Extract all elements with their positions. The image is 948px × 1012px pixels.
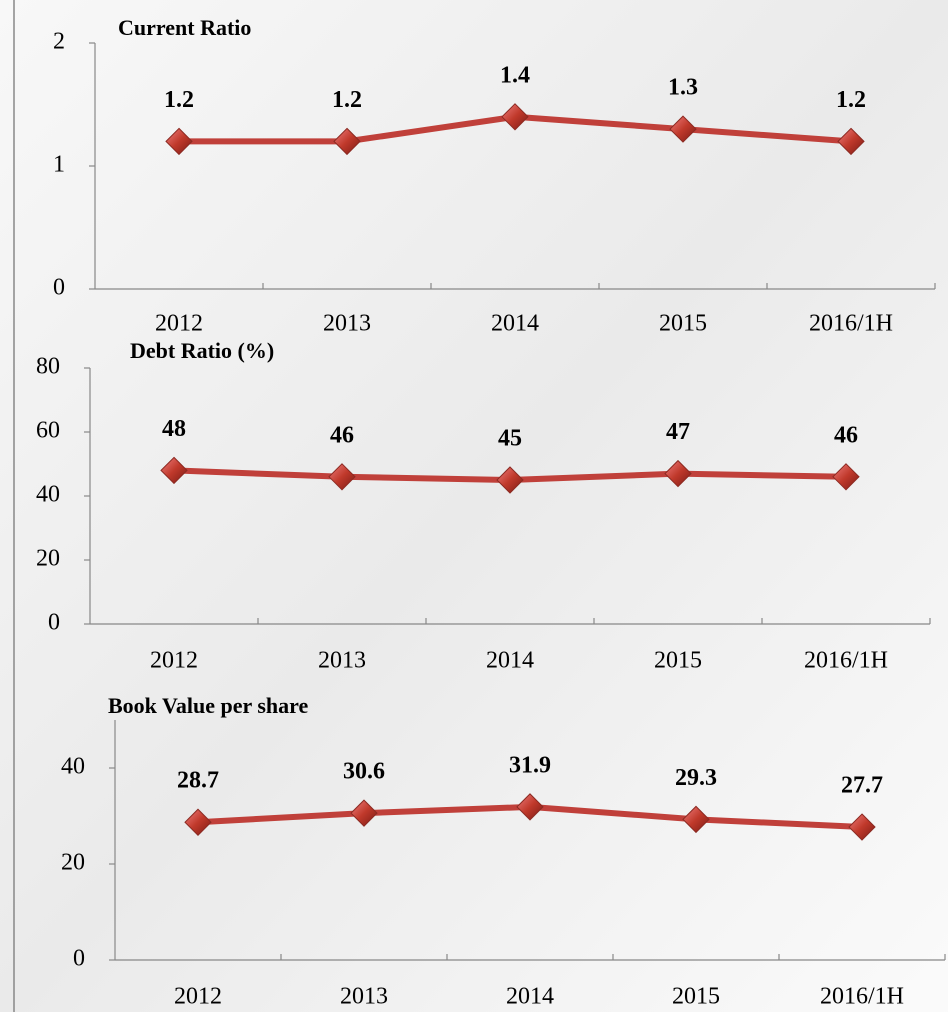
point <box>350 799 378 827</box>
data-label: 1.2 <box>164 87 194 113</box>
x-tick-label: 2013 <box>318 648 366 674</box>
data-label: 30.6 <box>343 759 385 785</box>
point <box>837 127 865 156</box>
x-tick-label: 2016/1H <box>809 311 893 337</box>
data-label: 1.2 <box>332 87 362 113</box>
point <box>848 813 876 841</box>
point <box>328 463 356 491</box>
chart-title: Debt Ratio (%) <box>130 338 274 363</box>
x-tick-label: 2015 <box>672 984 720 1010</box>
point <box>832 463 860 491</box>
x-tick-label: 2012 <box>155 311 203 337</box>
point <box>664 459 692 488</box>
point <box>501 103 529 131</box>
point <box>669 115 697 143</box>
x-tick-label: 2014 <box>506 984 554 1010</box>
y-tick-label: 80 <box>36 354 60 380</box>
point <box>165 127 193 156</box>
data-label: 46 <box>834 422 858 448</box>
x-tick-label: 2013 <box>340 984 388 1010</box>
data-label: 28.7 <box>177 768 219 794</box>
y-tick-label: 0 <box>73 946 85 972</box>
x-tick-label: 2014 <box>486 648 534 674</box>
data-label: 1.3 <box>668 75 698 101</box>
data-label: 48 <box>162 416 186 442</box>
point <box>184 808 212 836</box>
y-tick-label: 20 <box>36 546 60 572</box>
data-label: 46 <box>330 422 354 448</box>
chart-title: Book Value per share <box>108 693 309 718</box>
y-tick-label: 2 <box>53 29 65 55</box>
x-tick-label: 2012 <box>150 648 198 674</box>
x-tick-label: 2016/1H <box>804 648 888 674</box>
data-label: 31.9 <box>509 752 551 778</box>
y-tick-label: 40 <box>61 754 85 780</box>
data-label: 47 <box>666 419 690 445</box>
point <box>160 456 188 485</box>
data-label: 1.4 <box>500 62 530 88</box>
data-label: 27.7 <box>841 773 883 799</box>
y-tick-label: 1 <box>53 152 65 178</box>
x-tick-label: 2012 <box>174 984 222 1010</box>
y-tick-label: 60 <box>36 418 60 444</box>
x-tick-label: 2015 <box>654 648 702 674</box>
x-tick-label: 2015 <box>659 311 707 337</box>
x-tick-label: 2016/1H <box>820 984 904 1010</box>
point <box>333 127 361 156</box>
point <box>496 466 524 494</box>
point <box>516 793 544 821</box>
chart-title: Current Ratio <box>118 15 251 40</box>
x-tick-label: 2013 <box>323 311 371 337</box>
data-label: 1.2 <box>836 87 866 113</box>
y-tick-label: 20 <box>61 850 85 876</box>
data-label: 45 <box>498 426 522 452</box>
data-label: 29.3 <box>675 765 717 791</box>
x-tick-label: 2014 <box>491 311 539 337</box>
y-tick-label: 40 <box>36 482 60 508</box>
y-tick-label: 0 <box>48 610 60 636</box>
point <box>682 805 710 834</box>
y-tick-label: 0 <box>53 275 65 301</box>
